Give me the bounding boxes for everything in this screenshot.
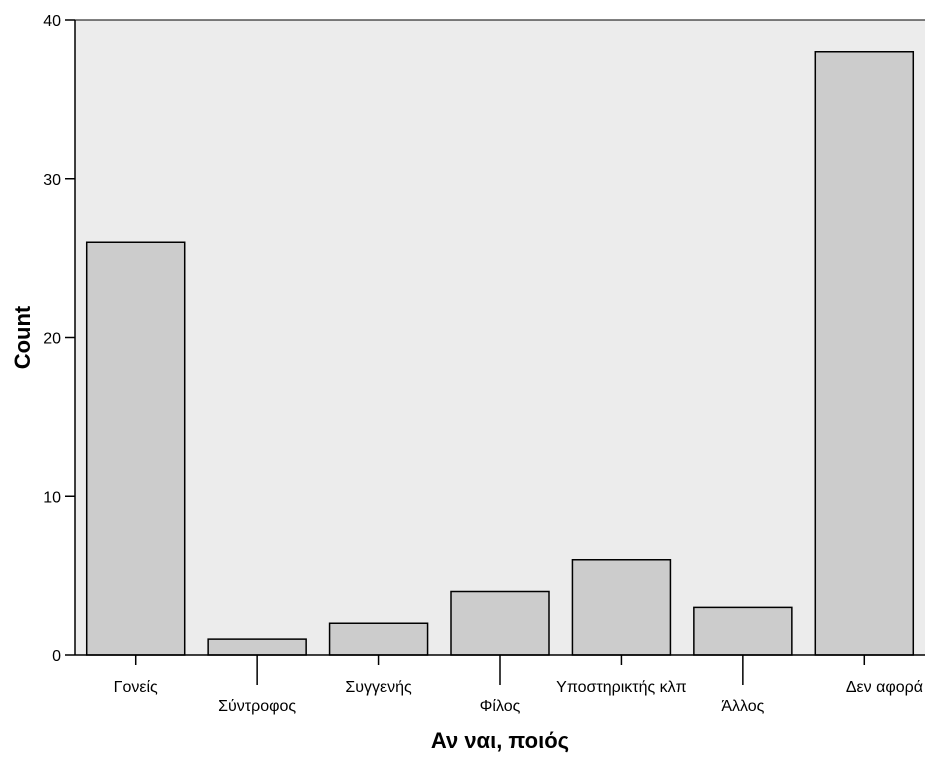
bar-4 — [450, 590, 550, 656]
axes — [65, 19, 925, 685]
x-tick-label: Φίλος — [480, 698, 521, 715]
bar-5 — [571, 559, 672, 656]
x-axis-title: Αν ναι, ποιός — [431, 728, 569, 753]
bars — [85, 51, 915, 656]
y-tick-label: 30 — [43, 172, 61, 189]
x-tick-label: Συγγενής — [345, 679, 412, 696]
x-tick-label: Δεν αφορά — [846, 679, 923, 696]
bar-7 — [814, 51, 915, 656]
x-tick-label: Άλλος — [721, 698, 764, 715]
y-tick-label: 0 — [52, 648, 61, 665]
y-tick-label: 40 — [43, 13, 61, 30]
y-tick-label: 20 — [43, 331, 61, 348]
bar-6 — [693, 606, 793, 656]
y-tick-label: 10 — [43, 489, 61, 506]
bar-1 — [85, 241, 186, 656]
y-axis-title: Count — [10, 305, 35, 369]
bar-3 — [328, 622, 429, 656]
bar-2 — [207, 638, 307, 656]
x-tick-label: Υποστηρικτής κλπ — [556, 679, 687, 696]
plot-area — [75, 20, 925, 655]
tick-labels: 0 10 20 30 40 Γονείς Σύντροφος Συγγενής Φίλος Υπο… — [43, 13, 923, 715]
x-tick-label: Σύντροφος — [218, 698, 296, 715]
x-tick-label: Γονείς — [114, 679, 158, 696]
